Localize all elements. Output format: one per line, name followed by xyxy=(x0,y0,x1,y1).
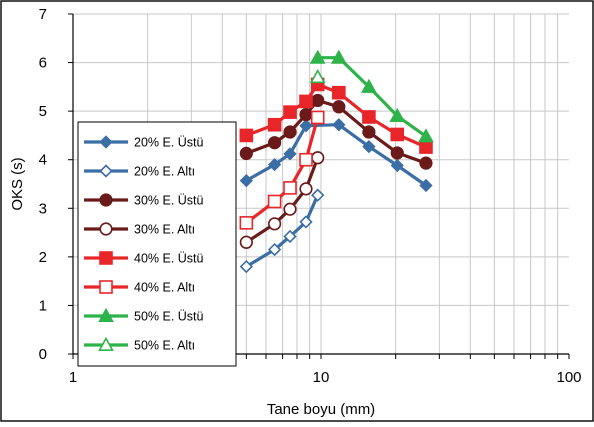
y-axis-label: OKS (s) xyxy=(9,157,26,210)
x-tick-label: 1 xyxy=(69,369,77,386)
data-point xyxy=(390,158,404,173)
data-point xyxy=(267,117,282,132)
legend-marker xyxy=(99,135,113,149)
data-point xyxy=(418,128,434,143)
data-point xyxy=(239,216,254,230)
legend-marker xyxy=(99,251,113,265)
legend-label: 50% E. Altı xyxy=(134,339,195,353)
legend-marker xyxy=(98,336,114,352)
legend-box xyxy=(77,121,237,367)
legend-marker xyxy=(99,280,113,294)
y-tick-label: 6 xyxy=(39,55,47,72)
data-point xyxy=(309,68,326,84)
legend-label: 50% E. Üstü xyxy=(134,310,204,324)
data-point xyxy=(362,139,376,154)
x-tick-label: 100 xyxy=(556,369,581,386)
legend-label: 40% E. Altı xyxy=(134,281,195,295)
legend-label: 30% E. Altı xyxy=(134,223,195,237)
legend: 20% E. Üstü 20% E. Altı 30% E. Üstü 30% E. … xyxy=(77,121,237,367)
legend-marker xyxy=(99,193,113,207)
data-point xyxy=(268,217,282,231)
data-point xyxy=(239,235,253,249)
data-point xyxy=(330,49,347,64)
legend-marker xyxy=(99,164,113,178)
data-point xyxy=(267,157,282,172)
data-point xyxy=(268,136,282,150)
y-tick-label: 7 xyxy=(39,6,47,23)
legend-label: 40% E. Üstü xyxy=(134,252,204,266)
data-point xyxy=(283,147,297,161)
y-tick-label: 1 xyxy=(39,297,47,314)
x-axis-label: Tane boyu (mm) xyxy=(267,401,375,418)
data-point xyxy=(311,151,325,165)
data-point xyxy=(419,178,433,193)
data-point xyxy=(239,259,253,274)
legend-marker xyxy=(99,222,113,236)
data-point xyxy=(332,85,346,100)
data-point xyxy=(310,110,325,125)
x-tick-label: 10 xyxy=(313,369,330,386)
data-point xyxy=(283,202,297,216)
y-tick-label: 0 xyxy=(39,346,47,363)
data-point xyxy=(362,110,376,124)
data-point xyxy=(311,93,325,108)
y-tick-label: 5 xyxy=(39,103,47,120)
data-point xyxy=(267,194,282,209)
data-point xyxy=(283,105,297,119)
y-tick-label: 4 xyxy=(39,152,47,169)
data-point xyxy=(332,100,346,114)
data-point xyxy=(332,118,346,132)
data-point xyxy=(309,49,326,64)
legend-label: 30% E. Üstü xyxy=(134,194,204,208)
data-point xyxy=(419,156,433,170)
data-point xyxy=(283,229,297,244)
data-point xyxy=(239,146,253,160)
data-point xyxy=(311,188,325,202)
data-point xyxy=(299,94,313,109)
data-point xyxy=(239,128,254,143)
legend-label: 20% E. Üstü xyxy=(134,136,204,150)
data-point xyxy=(390,146,404,160)
data-point xyxy=(267,242,282,257)
y-tick-label: 2 xyxy=(39,249,47,266)
data-point xyxy=(239,173,253,188)
data-point xyxy=(299,152,313,167)
data-point xyxy=(299,215,313,229)
data-point xyxy=(283,181,297,195)
legend-label: 20% E. Altı xyxy=(134,165,195,179)
data-point xyxy=(299,107,313,122)
data-point xyxy=(390,127,405,142)
data-point xyxy=(389,107,406,122)
y-tick-label: 3 xyxy=(39,200,47,217)
data-point xyxy=(299,182,313,196)
data-point xyxy=(299,119,313,133)
series-layer xyxy=(239,49,434,274)
data-point xyxy=(283,125,297,139)
data-point xyxy=(361,78,377,93)
legend-marker xyxy=(98,307,114,323)
data-point xyxy=(419,140,433,154)
data-point xyxy=(362,125,376,139)
